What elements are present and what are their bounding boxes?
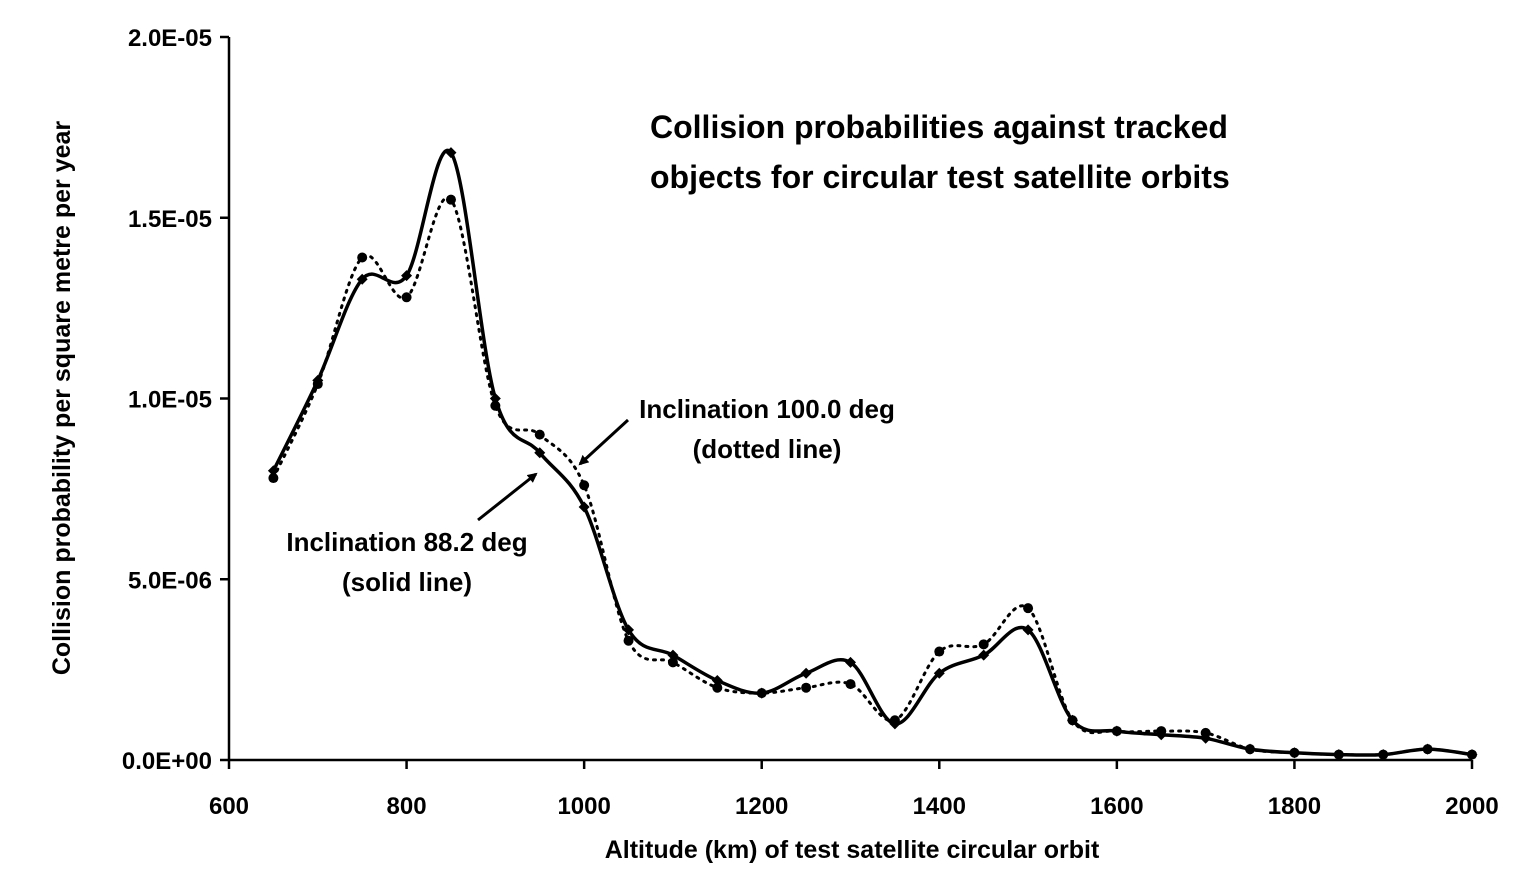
data-point-circle — [934, 646, 945, 657]
data-point-diamond — [933, 667, 945, 679]
data-point-circle — [401, 292, 412, 303]
series-line-solid — [271, 148, 1473, 757]
y-axis-title: Collision probability per square metre p… — [48, 121, 76, 676]
series-solid — [267, 147, 1478, 761]
data-point-circle — [1422, 744, 1433, 755]
data-point-circle — [534, 429, 545, 440]
data-point-circle — [1067, 715, 1078, 726]
data-point-circle — [1245, 744, 1256, 755]
y-tick-label: 0.0E+00 — [122, 748, 212, 775]
data-point-circle — [1333, 749, 1344, 760]
series-dotted — [268, 194, 1477, 760]
series-line-dotted — [271, 196, 1474, 757]
annotation-solid-line2: (solid line) — [342, 567, 472, 597]
data-point-circle — [1023, 603, 1034, 614]
annotation-dotted-line: Inclination 100.0 deg (dotted line) — [578, 394, 895, 466]
data-point-diamond — [356, 273, 368, 285]
data-point-circle — [445, 194, 456, 205]
chart-title-line2: objects for circular test satellite orbi… — [650, 159, 1230, 195]
x-axis-title: Altitude (km) of test satellite circular… — [605, 836, 1100, 864]
x-tick-label: 1200 — [735, 793, 788, 820]
annotation-solid-line: Inclination 88.2 deg (solid line) — [286, 472, 538, 597]
data-point-circle — [801, 682, 812, 693]
annotation-solid-line1: Inclination 88.2 deg — [286, 527, 527, 557]
data-point-diamond — [800, 667, 812, 679]
data-point-diamond — [845, 656, 856, 668]
data-point-diamond — [623, 624, 635, 636]
data-point-circle — [1200, 727, 1211, 738]
series-group — [267, 147, 1478, 761]
x-tick-label: 1400 — [913, 793, 966, 820]
y-tick-label: 2.0E-05 — [128, 25, 212, 52]
x-axis-ticks: 600 800 1000 1200 1400 1600 1800 2000 — [209, 760, 1499, 820]
data-point-circle — [1289, 747, 1300, 758]
data-point-diamond — [578, 501, 590, 513]
y-tick-label: 5.0E-06 — [128, 567, 212, 594]
x-tick-label: 1800 — [1268, 793, 1321, 820]
data-point-diamond — [401, 270, 413, 282]
data-point-circle — [1156, 726, 1167, 737]
data-point-circle — [312, 379, 323, 390]
x-tick-label: 600 — [209, 793, 249, 820]
data-point-diamond — [445, 147, 457, 159]
annotation-dotted-line2: (dotted line) — [693, 434, 842, 464]
y-axis-ticks: 0.0E+00 5.0E-06 1.0E-05 1.5E-05 2.0E-05 — [122, 25, 229, 775]
data-point-circle — [1378, 749, 1389, 760]
data-point-circle — [845, 679, 856, 690]
data-point-circle — [579, 480, 590, 491]
x-tick-label: 1000 — [557, 793, 610, 820]
data-point-diamond — [667, 649, 679, 661]
annotation-solid-arrow — [477, 472, 538, 522]
x-tick-label: 800 — [387, 793, 427, 820]
data-point-diamond — [534, 447, 546, 459]
annotation-dotted-arrow — [578, 418, 630, 466]
data-point-circle — [667, 657, 678, 668]
annotation-dotted-line1: Inclination 100.0 deg — [639, 394, 895, 424]
chart-title: Collision probabilities against tracked — [650, 109, 1228, 145]
y-tick-label: 1.5E-05 — [128, 206, 212, 233]
data-point-circle — [268, 473, 279, 484]
y-tick-label: 1.0E-05 — [128, 387, 212, 414]
data-point-diamond — [1022, 624, 1034, 636]
x-tick-label: 1600 — [1090, 793, 1143, 820]
data-point-circle — [623, 635, 634, 646]
data-point-circle — [1111, 726, 1122, 737]
data-point-diamond — [711, 674, 723, 686]
data-point-diamond — [267, 465, 279, 477]
data-point-circle — [712, 682, 723, 693]
x-tick-label: 2000 — [1445, 793, 1498, 820]
data-point-circle — [756, 688, 767, 699]
data-point-diamond — [978, 649, 990, 661]
data-point-circle — [490, 400, 501, 411]
data-point-circle — [978, 639, 989, 650]
data-point-circle — [1467, 749, 1477, 760]
data-point-circle — [889, 715, 900, 726]
data-point-circle — [357, 252, 368, 263]
